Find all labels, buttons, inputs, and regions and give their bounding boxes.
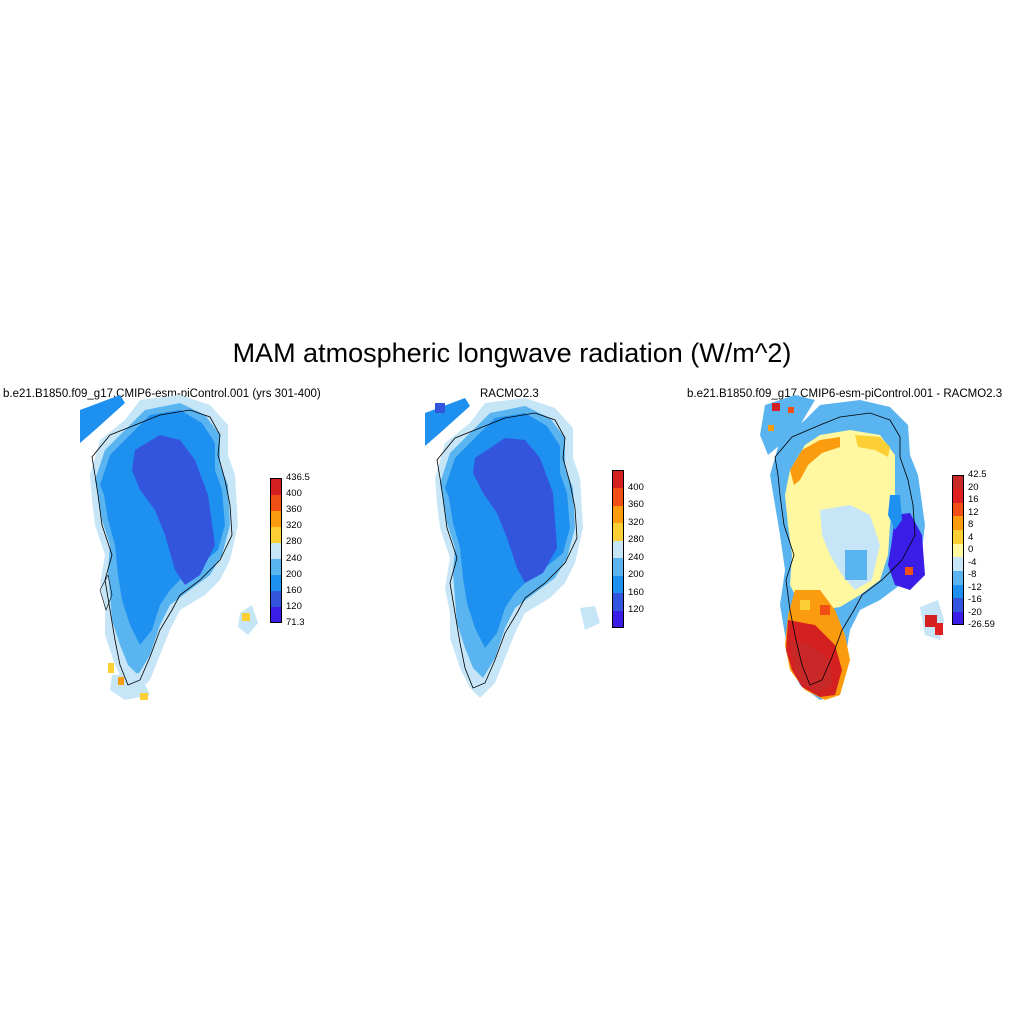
colorbar-label: 320 <box>286 520 302 532</box>
colorbar-label: 8 <box>968 519 974 530</box>
colorbar-label: 71.3 <box>286 617 305 628</box>
colorbar-swatch <box>270 510 282 527</box>
colorbar-swatch <box>952 488 964 503</box>
colorbar-swatch <box>612 522 624 541</box>
colorbar-label: 360 <box>286 504 302 516</box>
colorbar-swatch <box>952 556 964 571</box>
coastline-model <box>91 409 233 686</box>
colorbar-label: -8 <box>968 569 977 580</box>
colorbar-swatch <box>270 558 282 576</box>
colorbar-label: 280 <box>286 536 302 548</box>
map-diff <box>760 395 944 700</box>
colorbar-label: 240 <box>286 552 302 564</box>
colorbar-swatch <box>952 597 964 612</box>
colorbar-swatch <box>270 478 282 495</box>
panel-title-model: b.e21.B1850.f09_g17.CMIP6-esm-piControl.… <box>3 388 321 400</box>
colorbar-label: -4 <box>968 556 977 568</box>
colorbar-label: 120 <box>628 604 644 616</box>
colorbar-label: 160 <box>628 586 644 598</box>
map-model <box>80 395 258 700</box>
colorbar-swatch <box>952 529 964 544</box>
colorbar-label: 200 <box>286 568 302 580</box>
colorbar-label: 160 <box>286 584 302 596</box>
colorbar-label: 280 <box>628 534 644 546</box>
land-fill-diff <box>760 395 944 700</box>
colorbar-label: -20 <box>968 606 982 618</box>
colorbar-swatch <box>952 570 964 585</box>
colorbar-label: 12 <box>968 506 979 518</box>
colorbar-label: -16 <box>968 594 982 605</box>
colorbar-swatch <box>612 557 624 576</box>
colorbar-swatch <box>270 542 282 560</box>
colorbar-swatch <box>270 494 282 511</box>
colorbar-label: 400 <box>286 488 302 500</box>
colorbar-swatch <box>612 470 624 489</box>
colorbar-swatch <box>270 606 282 624</box>
colorbar-diff: -26.59 -20 -16 -12 -8 -4 0 4 8 12 16 20 42.5 <box>952 470 1022 630</box>
colorbar-swatch <box>952 502 964 517</box>
colorbar-model: 71.3 120 160 200 240 280 320 360 400 436.5 <box>270 473 330 628</box>
colorbar-label: 4 <box>968 531 974 543</box>
colorbar-swatch <box>952 475 964 490</box>
map-obs <box>425 398 600 698</box>
coastline-obs <box>436 412 578 689</box>
colorbar-swatch <box>952 611 964 626</box>
colorbar-swatch <box>612 540 624 559</box>
colorbar-swatch <box>270 590 282 608</box>
colorbar-obs: 120 160 200 240 280 320 360 400 <box>612 470 672 629</box>
colorbar-swatch <box>270 526 282 543</box>
colorbar-swatch <box>612 505 624 524</box>
colorbar-swatch <box>612 487 624 506</box>
colorbar-swatch <box>270 574 282 592</box>
colorbar-swatch <box>952 584 964 599</box>
land-fill-model <box>80 395 258 700</box>
colorbar-swatch <box>952 515 964 531</box>
coastline-diff <box>774 412 916 686</box>
colorbar-label: -12 <box>968 581 982 593</box>
colorbar-swatch <box>612 592 624 611</box>
main-title: MAM atmospheric longwave radiation (W/m^… <box>232 338 792 368</box>
colorbar-label: 42.5 <box>968 469 987 480</box>
colorbar-swatch <box>952 543 964 558</box>
land-fill-obs <box>425 398 600 698</box>
panel-title-obs: RACMO2.3 <box>480 388 539 400</box>
colorbar-swatch <box>612 610 624 629</box>
colorbar-label: 20 <box>968 481 979 493</box>
colorbar-label: 16 <box>968 494 979 505</box>
colorbar-label: 120 <box>286 600 302 612</box>
colorbar-label: 360 <box>628 499 644 511</box>
colorbar-label: 436.5 <box>286 472 310 483</box>
colorbar-label: 320 <box>628 516 644 528</box>
panel-title-diff: b.e21.B1850.f09_g17.CMIP6-esm-piControl.… <box>687 388 1003 400</box>
colorbar-label: 400 <box>628 481 644 493</box>
colorbar-swatch <box>612 575 624 594</box>
colorbar-label: -26.59 <box>968 619 995 630</box>
colorbar-label: 240 <box>628 551 644 563</box>
colorbar-label: 0 <box>968 544 974 555</box>
colorbar-label: 200 <box>628 569 644 581</box>
